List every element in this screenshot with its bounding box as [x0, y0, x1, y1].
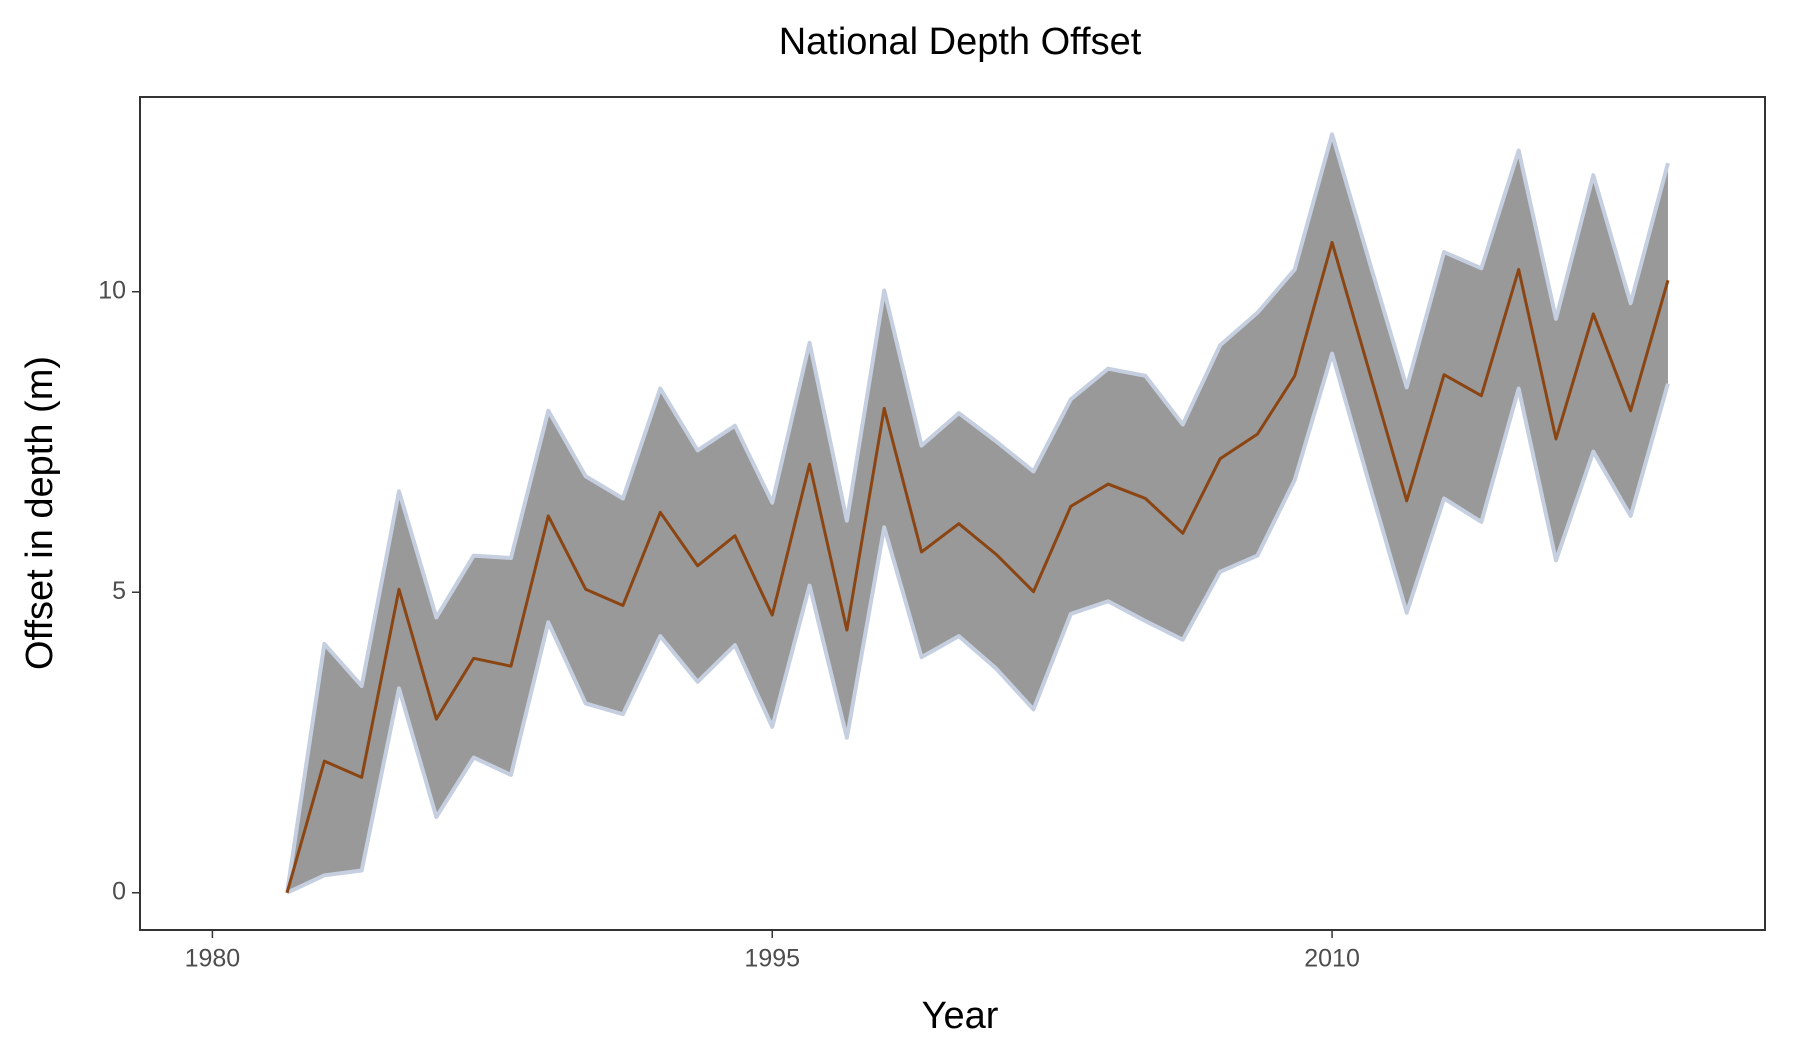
x-axis-label: Year: [922, 995, 999, 1037]
chart-title: National Depth Offset: [779, 21, 1142, 63]
y-tick-label: 0: [112, 877, 126, 905]
x-tick-label: 1980: [185, 945, 241, 973]
y-tick-label: 5: [112, 577, 126, 605]
line: [285, 240, 1670, 894]
y-tick-label: 10: [98, 276, 126, 304]
y-axis-label: Offset in depth (m): [19, 356, 61, 670]
band-edge: [285, 132, 1670, 894]
x-tick-label: 2010: [1304, 945, 1360, 973]
plot-frame: [139, 96, 1766, 931]
x-tick-label: 1995: [744, 945, 800, 973]
confidence-band: [287, 134, 1668, 893]
band-edge: [286, 351, 1670, 895]
